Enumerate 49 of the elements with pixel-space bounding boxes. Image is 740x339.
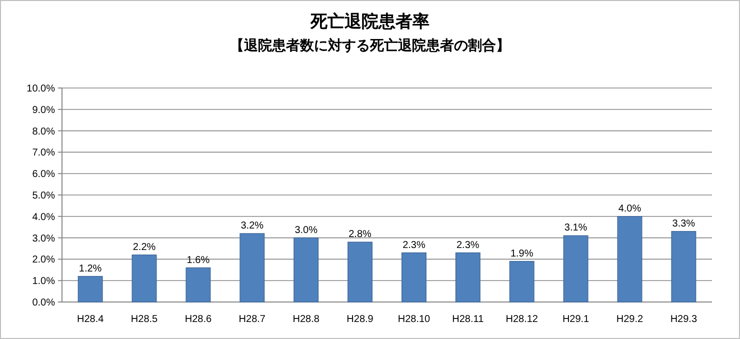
data-label: 3.1% [564,222,588,234]
bar [186,267,211,302]
x-tick-label: H28.9 [346,314,374,325]
bar [671,231,696,302]
y-tick-label: 4.0% [32,212,56,223]
x-tick-label: H29.1 [562,314,590,325]
bar [294,237,319,302]
y-tick-label: 5.0% [32,190,56,202]
x-tick-label: H29.3 [670,314,698,325]
data-label: 2.3% [402,240,426,251]
x-tick-label: H28.5 [130,314,158,325]
chart-subtitle: 【退院患者数に対する死亡退院患者の割合】 [230,37,510,53]
x-tick-label: H28.6 [184,314,212,325]
y-tick-label: 10.0% [26,84,56,94]
data-label: 2.2% [132,242,156,253]
bar [78,276,103,302]
bar [563,235,588,302]
bar [401,252,426,302]
chart-title: 死亡退院患者率 [310,12,430,31]
data-label: 3.3% [672,218,696,230]
y-tick-label: 2.0% [32,254,56,266]
y-tick-label: 3.0% [32,233,56,244]
data-label: 3.2% [240,220,264,232]
x-tick-label: H28.7 [238,314,266,325]
x-tick-label: H28.8 [292,314,320,325]
data-label: 1.9% [510,248,534,260]
x-tick-label: H28.4 [76,314,104,325]
data-label: 3.0% [294,224,318,236]
bar [132,254,157,302]
data-label: 4.0% [618,203,642,214]
bar [455,252,480,302]
data-label: 2.3% [456,240,480,251]
y-tick-label: 7.0% [32,148,56,159]
y-tick-label: 9.0% [32,104,56,116]
x-tick-label: H28.11 [452,314,484,325]
bar [348,242,373,302]
bar [509,260,534,302]
bar [617,216,642,302]
data-label: 1.2% [78,263,102,274]
y-tick-label: 1.0% [32,276,56,288]
bar [240,233,265,302]
data-label: 2.8% [348,229,372,240]
y-tick-label: 8.0% [32,126,56,138]
data-label: 1.6% [186,254,210,266]
y-tick-label: 0.0% [32,298,56,308]
y-tick-label: 6.0% [32,169,56,180]
x-tick-label: H28.12 [506,314,538,325]
x-tick-label: H28.10 [398,314,431,325]
x-tick-label: H29.2 [616,314,644,325]
